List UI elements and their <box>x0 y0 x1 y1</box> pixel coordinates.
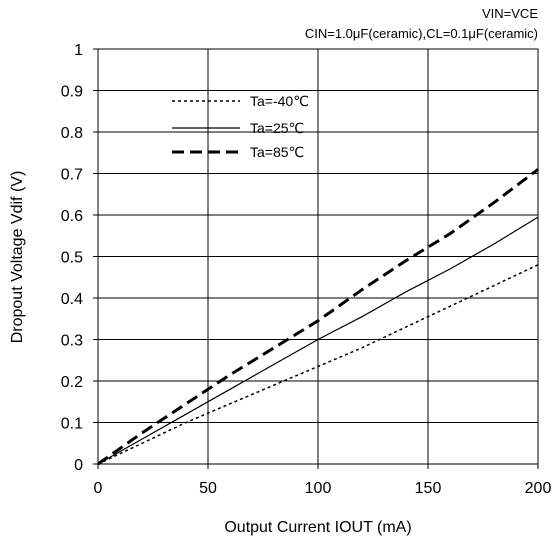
y-tick-label-5: 0.5 <box>61 250 83 267</box>
legend-label-1: Ta=25℃ <box>250 120 304 136</box>
x-tick-label-2: 100 <box>305 480 332 497</box>
y-axis-label: Dropout Voltage Vdif (V) <box>9 171 26 344</box>
x-tick-label-0: 0 <box>94 480 103 497</box>
legend: Ta=-40℃ Ta=25℃ Ta=85℃ <box>172 93 309 160</box>
y-tick-label-8: 0.8 <box>61 125 83 142</box>
x-tick-label-1: 50 <box>199 480 217 497</box>
legend-label-0: Ta=-40℃ <box>250 93 309 109</box>
y-tick-label-2: 0.2 <box>61 374 83 391</box>
y-tick-label-10: 1 <box>74 42 83 59</box>
legend-label-2: Ta=85℃ <box>250 144 304 160</box>
y-tick-label-1: 0.1 <box>61 416 83 433</box>
x-tick-label-3: 150 <box>415 480 442 497</box>
annotation-capacitors: CIN=1.0μF(ceramic),CL=0.1μF(ceramic) <box>305 26 538 41</box>
tick-labels: 0 50 100 150 200 0 0.1 0.2 0.3 0.4 0.5 0.6 0.7 0.8 0.9… <box>61 42 552 497</box>
x-axis-label: Output Current IOUT (mA) <box>224 519 411 536</box>
y-tick-label-4: 0.4 <box>61 291 83 308</box>
y-tick-label-7: 0.7 <box>61 167 83 184</box>
y-tick-label-6: 0.6 <box>61 208 83 225</box>
x-tick-label-4: 200 <box>525 480 552 497</box>
series-line-0 <box>97 264 539 465</box>
annotation-vin: VIN=VCE <box>482 6 538 21</box>
series-lines <box>97 168 539 466</box>
y-tick-label-3: 0.3 <box>61 333 83 350</box>
series-line-2 <box>97 168 539 466</box>
y-tick-label-9: 0.9 <box>61 84 83 101</box>
y-tick-label-0: 0 <box>74 457 83 474</box>
series-line-1 <box>97 216 539 465</box>
